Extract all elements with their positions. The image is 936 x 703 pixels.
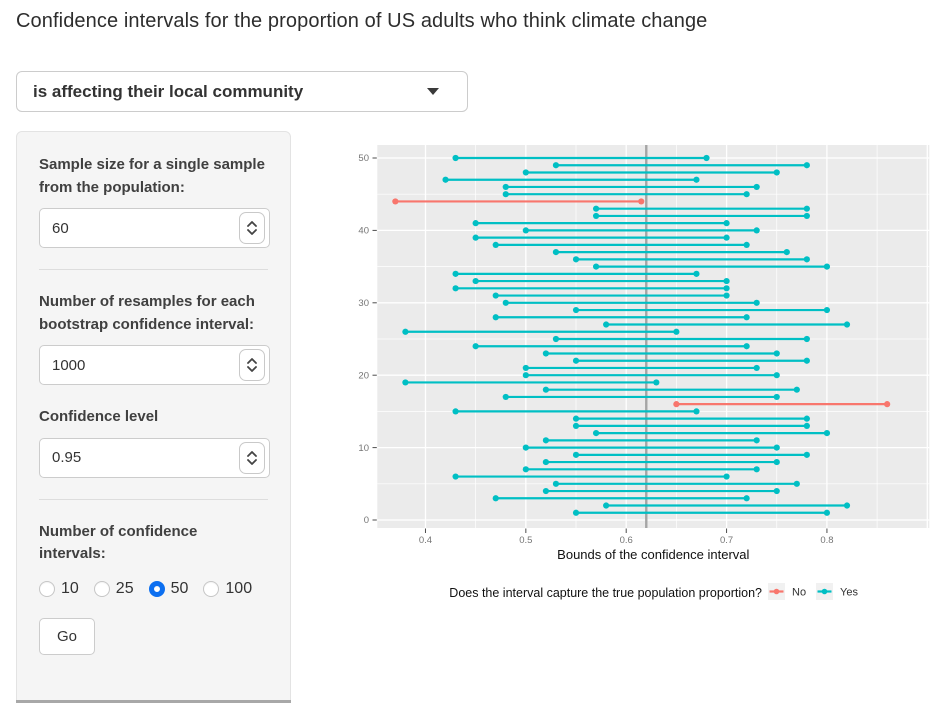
radio-label: 50 xyxy=(170,579,189,597)
radio-option-10[interactable]: 10 xyxy=(39,580,79,598)
sample-size-field xyxy=(39,208,270,248)
svg-text:40: 40 xyxy=(358,226,369,237)
sample-size-stepper[interactable] xyxy=(239,212,265,244)
divider xyxy=(39,498,268,500)
legend-title: Does the interval capture the true popul… xyxy=(449,586,762,600)
radio-option-100[interactable]: 100 xyxy=(203,580,252,598)
svg-text:10: 10 xyxy=(358,443,369,454)
chevron-up-icon[interactable] xyxy=(247,450,257,457)
topic-select[interactable]: is affecting their local community xyxy=(16,71,468,112)
plot-region: 0 10 20 30 40 50 0.4 0.5 0.6 0.7 0.8 Bounds of the … xyxy=(306,130,936,610)
radio-icon xyxy=(148,580,165,597)
legend-label: No xyxy=(792,587,806,599)
radio-label: 100 xyxy=(225,579,253,597)
sidebar: Sample size for a single sample from the… xyxy=(16,131,291,703)
confidence-level-stepper[interactable] xyxy=(239,441,265,474)
num-intervals-label: Number of confidence intervals: xyxy=(39,522,198,563)
svg-text:0.5: 0.5 xyxy=(519,535,532,546)
chevron-down-icon[interactable] xyxy=(247,366,257,372)
radio-label: 10 xyxy=(61,579,79,597)
sample-size-label: Sample size for a single sample from the… xyxy=(39,156,265,196)
legend-label: Yes xyxy=(840,587,858,599)
svg-text:30: 30 xyxy=(358,298,369,309)
radio-option-50[interactable]: 50 xyxy=(148,579,189,598)
sample-size-input[interactable] xyxy=(39,208,270,248)
chevron-down-icon[interactable] xyxy=(247,229,257,235)
svg-text:20: 20 xyxy=(358,370,369,381)
chevron-up-icon[interactable] xyxy=(247,221,257,227)
resamples-stepper[interactable] xyxy=(239,349,265,381)
radio-icon xyxy=(39,580,55,597)
go-button[interactable]: Go xyxy=(39,617,96,655)
divider xyxy=(39,269,268,270)
confidence-level-input[interactable] xyxy=(39,437,270,478)
radio-icon xyxy=(203,580,220,597)
svg-text:50: 50 xyxy=(358,153,369,164)
svg-text:0.7: 0.7 xyxy=(720,535,733,546)
svg-text:0: 0 xyxy=(364,515,369,526)
chevron-down-icon[interactable] xyxy=(247,458,257,465)
radio-option-25[interactable]: 25 xyxy=(93,579,134,598)
radio-icon xyxy=(93,580,110,597)
resamples-field xyxy=(39,345,270,385)
confidence-level-label: Confidence level xyxy=(39,408,159,425)
ci-plot: 0 10 20 30 40 50 0.4 0.5 0.6 0.7 0.8 Bounds of the … xyxy=(358,145,930,600)
x-axis-title: Bounds of the confidence interval xyxy=(557,547,749,562)
resamples-input[interactable] xyxy=(39,345,270,385)
svg-text:0.4: 0.4 xyxy=(419,535,432,546)
radio-label: 25 xyxy=(115,579,134,597)
resamples-label: Number of resamples for each bootstrap c… xyxy=(39,293,255,333)
sidebar-bottom-edge xyxy=(16,700,291,703)
svg-text:0.8: 0.8 xyxy=(820,535,833,546)
confidence-level-field xyxy=(39,437,270,478)
chevron-up-icon[interactable] xyxy=(247,358,257,364)
chevron-down-icon xyxy=(427,88,439,95)
num-intervals-radio-group: 10 25 50 100 xyxy=(39,580,268,598)
svg-text:0.6: 0.6 xyxy=(620,535,633,546)
topic-select-value: is affecting their local community xyxy=(33,81,304,101)
page-title: Confidence intervals for the proportion … xyxy=(16,10,708,32)
